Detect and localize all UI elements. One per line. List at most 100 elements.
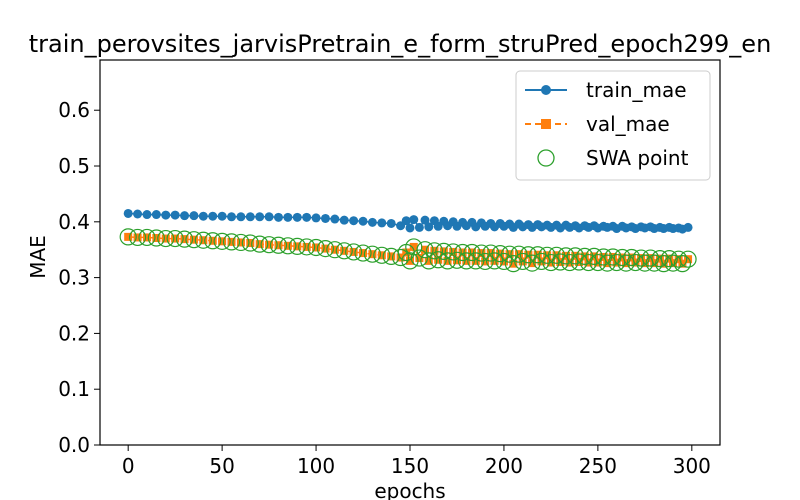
data-point-swa-point bbox=[561, 253, 579, 272]
legend-label-train-mae: train_mae bbox=[586, 78, 687, 102]
y-tick-label: 0.3 bbox=[58, 266, 90, 290]
x-axis: 0 50 100 150 200 250 300 bbox=[122, 445, 711, 478]
data-point-swa-point bbox=[613, 248, 631, 267]
data-point-val-mae bbox=[142, 233, 151, 242]
data-point-val-mae bbox=[524, 250, 533, 259]
data-point-val-mae bbox=[377, 251, 386, 260]
data-point-swa-point bbox=[119, 228, 137, 246]
y-tick-label: 0.5 bbox=[58, 154, 90, 178]
data-point-train-mae bbox=[180, 211, 190, 221]
data-point-train-mae bbox=[227, 212, 237, 222]
data-point-swa-point bbox=[354, 244, 372, 262]
data-point-swa-point bbox=[335, 242, 353, 260]
data-point-train-mae bbox=[189, 211, 199, 221]
data-point-val-mae bbox=[496, 249, 505, 258]
x-tick-label: 100 bbox=[297, 454, 335, 478]
data-point-swa-point bbox=[316, 239, 335, 258]
data-point-val-mae bbox=[368, 250, 377, 259]
data-point-swa-point bbox=[491, 245, 509, 263]
data-point-swa-point bbox=[579, 253, 598, 272]
data-point-val-mae bbox=[684, 255, 693, 264]
data-point-val-mae bbox=[265, 240, 274, 249]
data-point-swa-point bbox=[608, 253, 626, 272]
data-point-swa-point bbox=[194, 231, 212, 249]
data-point-val-mae bbox=[218, 237, 227, 246]
data-point-swa-point bbox=[660, 250, 678, 268]
data-point-val-mae bbox=[674, 255, 683, 264]
data-point-train-mae bbox=[283, 212, 293, 222]
data-point-val-mae bbox=[669, 259, 678, 268]
data-point-swa-point bbox=[429, 251, 447, 269]
data-point-val-mae bbox=[468, 248, 476, 257]
data-point-val-mae bbox=[283, 241, 292, 250]
data-point-train-mae bbox=[151, 210, 161, 220]
data-point-swa-point bbox=[416, 241, 434, 259]
data-point-val-mae bbox=[387, 252, 396, 261]
data-point-val-mae bbox=[458, 248, 467, 257]
data-point-val-mae bbox=[486, 249, 495, 258]
data-point-val-mae bbox=[255, 240, 264, 249]
data-point-train-mae bbox=[170, 210, 180, 220]
data-point-swa-point bbox=[476, 252, 494, 271]
data-point-train-mae bbox=[409, 215, 419, 225]
data-point-val-mae bbox=[133, 233, 142, 242]
data-point-val-mae bbox=[180, 235, 189, 244]
data-point-swa-point bbox=[232, 233, 250, 252]
data-point-val-mae bbox=[499, 257, 508, 266]
x-tick-label: 50 bbox=[209, 454, 234, 478]
data-point-swa-point bbox=[500, 245, 519, 263]
data-point-train-mae bbox=[133, 209, 143, 219]
chart-title: train_perovsites_jarvisPretrain_e_form_s… bbox=[29, 30, 772, 58]
legend-label-swa-point: SWA point bbox=[586, 146, 689, 170]
data-point-swa-point bbox=[504, 255, 522, 273]
data-point-train-mae bbox=[320, 213, 330, 223]
data-point-swa-point bbox=[435, 242, 453, 260]
data-point-train-mae bbox=[401, 216, 411, 226]
data-point-swa-point bbox=[523, 254, 541, 272]
data-point-train-mae bbox=[367, 217, 377, 227]
data-point-train-mae bbox=[405, 223, 415, 233]
data-point-val-mae bbox=[359, 249, 368, 258]
data-point-swa-point bbox=[632, 249, 650, 267]
data-point-swa-point bbox=[457, 252, 475, 270]
data-point-swa-point bbox=[307, 238, 325, 257]
data-point-swa-point bbox=[514, 252, 532, 271]
data-point-val-mae bbox=[124, 232, 133, 241]
data-point-swa-point bbox=[269, 236, 288, 254]
data-point-train-mae bbox=[208, 211, 218, 221]
data-point-swa-point bbox=[463, 243, 481, 262]
data-point-val-mae bbox=[481, 257, 490, 266]
data-point-val-mae bbox=[655, 254, 664, 263]
data-point-swa-point bbox=[425, 242, 444, 260]
plot-area bbox=[99, 59, 721, 446]
data-point-train-mae bbox=[330, 214, 340, 224]
data-point-swa-point bbox=[298, 238, 316, 256]
data-point-val-mae bbox=[678, 259, 687, 268]
data-point-swa-point bbox=[532, 252, 551, 271]
data-point-swa-point bbox=[472, 244, 490, 262]
data-point-swa-point bbox=[185, 231, 203, 249]
data-point-val-mae bbox=[227, 237, 236, 246]
y-tick-label: 0.1 bbox=[58, 377, 90, 401]
series-layer bbox=[119, 208, 697, 273]
data-point-swa-point bbox=[204, 232, 222, 250]
legend-label-val-mae: val_mae bbox=[586, 112, 670, 136]
series-train-mae bbox=[123, 208, 693, 234]
data-point-swa-point bbox=[147, 229, 165, 247]
y-axis-label: MAE bbox=[26, 235, 50, 279]
legend-entry-swa-point: SWA point bbox=[537, 146, 689, 170]
y-tick-label: 0.4 bbox=[58, 210, 90, 234]
x-tick-label: 150 bbox=[391, 454, 429, 478]
data-point-swa-point bbox=[673, 255, 692, 273]
data-point-swa-point bbox=[241, 234, 259, 252]
data-point-swa-point bbox=[651, 250, 669, 268]
data-point-swa-point bbox=[410, 249, 428, 267]
data-point-val-mae bbox=[152, 233, 161, 242]
data-point-val-mae bbox=[449, 247, 458, 256]
data-point-swa-point bbox=[401, 252, 419, 270]
data-point-val-mae bbox=[462, 256, 471, 265]
data-point-swa-point bbox=[454, 243, 472, 262]
data-point-val-mae bbox=[637, 254, 646, 263]
y-tick-label: 0.2 bbox=[58, 321, 90, 345]
series-swa-point bbox=[119, 228, 697, 273]
